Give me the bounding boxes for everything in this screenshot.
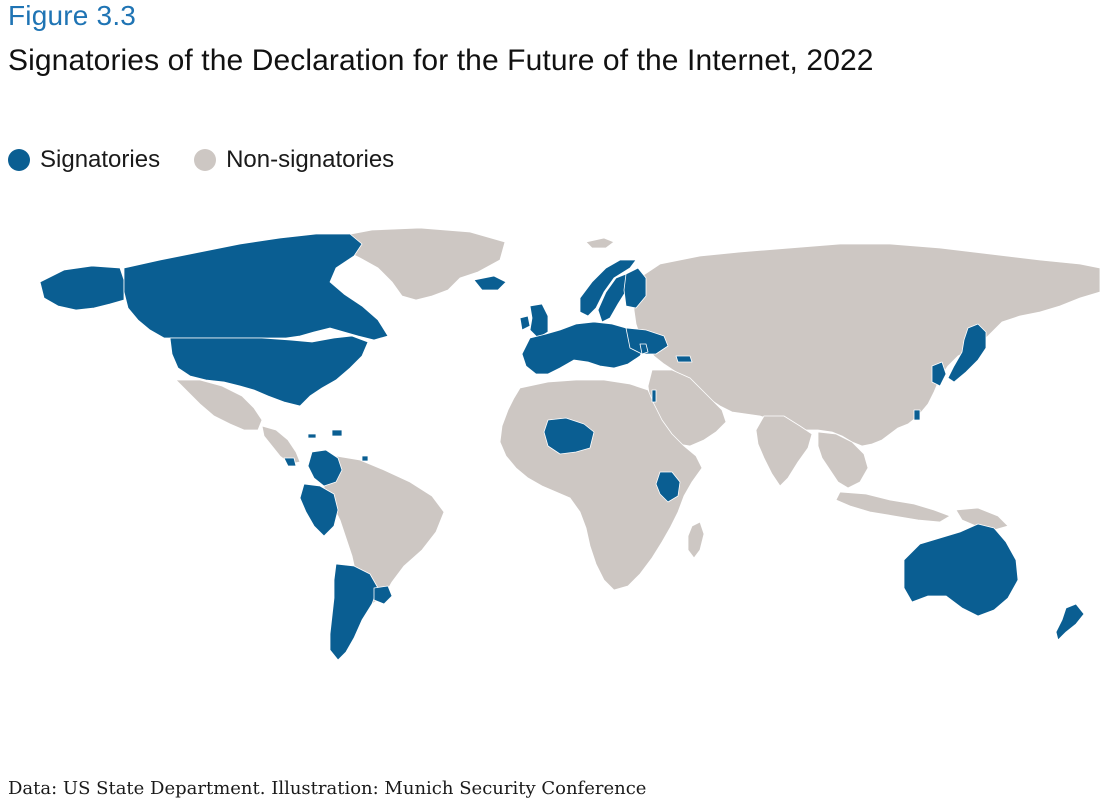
- region-papua-new-guinea: [955, 507, 1009, 531]
- region-united-states: [169, 335, 369, 407]
- region-indonesia: [835, 491, 951, 523]
- legend-swatch-signatories: [8, 149, 30, 171]
- legend-label-non-signatories: Non-signatories: [226, 146, 395, 173]
- world-map: [39, 227, 1101, 661]
- region-australia: [903, 523, 1019, 617]
- region-european-union: [521, 321, 647, 375]
- legend-item-signatories: Signatories: [8, 146, 160, 174]
- region-new-zealand: [1055, 603, 1085, 641]
- region-ireland: [519, 315, 531, 331]
- region-alaska: [39, 265, 125, 311]
- legend: Signatories Non-signatories: [8, 146, 428, 174]
- region-svalbard: [585, 237, 615, 249]
- figure-label: Figure 3.3: [8, 0, 137, 31]
- region-trinidad-and-tobago: [361, 455, 369, 462]
- region-madagascar: [687, 521, 705, 559]
- region-mexico: [175, 379, 263, 431]
- region-uruguay: [373, 585, 393, 605]
- region-greenland: [329, 227, 506, 301]
- region-costa-rica: [283, 457, 297, 467]
- region-jamaica: [307, 433, 317, 439]
- legend-swatch-non-signatories: [194, 149, 217, 171]
- source-note: Data: US State Department. Illustration:…: [8, 778, 647, 799]
- region-taiwan: [913, 409, 921, 421]
- region-finland: [623, 267, 647, 309]
- region-japan: [947, 323, 987, 383]
- region-argentina: [329, 563, 379, 661]
- chart-title: Signatories of the Declaration for the F…: [8, 44, 874, 77]
- region-georgia: [675, 355, 693, 363]
- region-united-kingdom: [529, 303, 549, 339]
- region-peru: [299, 483, 339, 537]
- region-ukraine: [625, 327, 669, 355]
- region-iceland: [473, 275, 507, 291]
- region-niger: [543, 417, 595, 455]
- legend-label-signatories: Signatories: [40, 146, 161, 173]
- region-colombia: [307, 449, 343, 487]
- legend-item-non-signatories: Non-signatories: [194, 146, 394, 174]
- region-moldova: [639, 343, 649, 355]
- region-dominican-republic: [331, 429, 343, 437]
- region-canada: [123, 233, 389, 341]
- region-norway: [579, 259, 637, 317]
- region-south-korea: [931, 361, 947, 387]
- region-india: [755, 415, 813, 487]
- region-israel: [651, 389, 657, 403]
- region-southeast-asia: [817, 431, 869, 489]
- region-kenya: [655, 471, 681, 503]
